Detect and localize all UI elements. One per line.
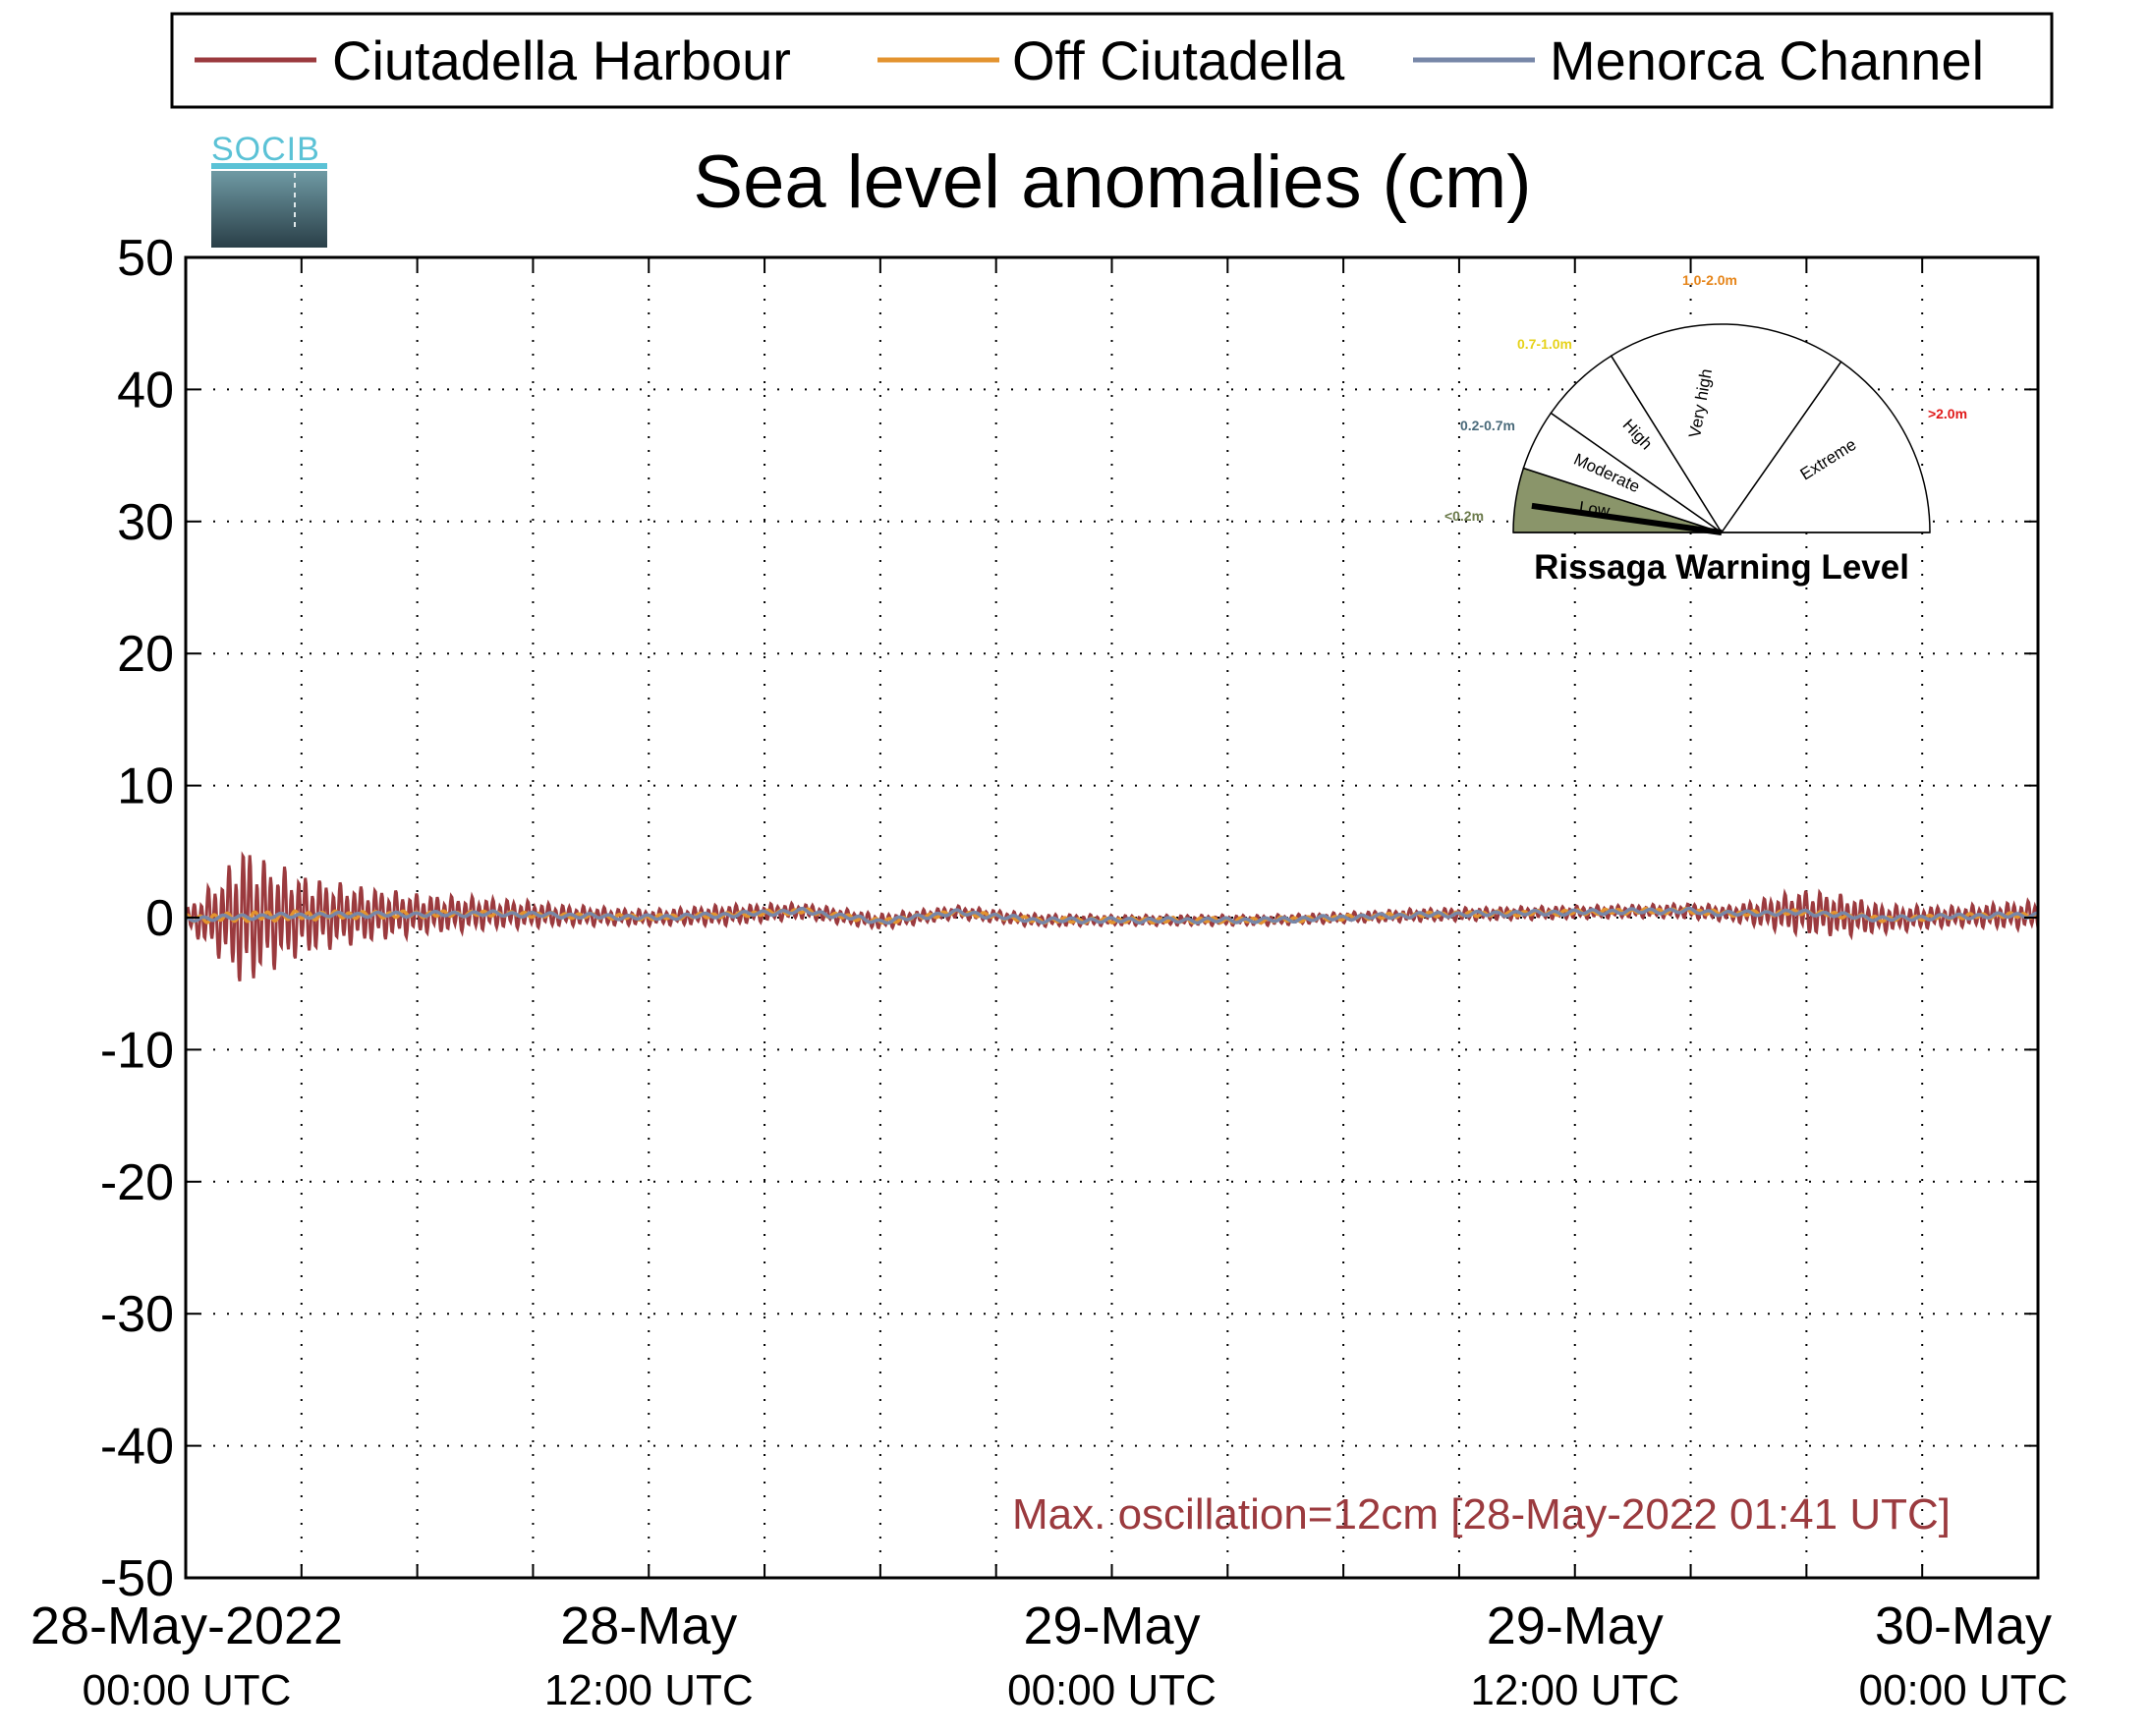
y-tick-label: 20 [117, 626, 174, 683]
socib-logo-wave [211, 163, 327, 169]
gauge-range-extreme: >2.0m [1928, 406, 1967, 421]
gauge-range-low: <0.2m [1444, 508, 1484, 524]
y-tick-label: 40 [117, 362, 174, 419]
socib-logo: SOCIB [211, 131, 327, 248]
socib-logo-text: SOCIB [211, 131, 320, 168]
x-tick-label: 29-May [1487, 1596, 1664, 1655]
y-tick-label: 30 [117, 494, 174, 551]
gauge-sector-very-high [1610, 323, 1842, 534]
legend-label-off-ciutadella: Off Ciutadella [1012, 29, 1345, 91]
x-tick-label: 28-May [560, 1596, 737, 1655]
y-tick-label: -30 [100, 1286, 174, 1343]
gauge-needle [1531, 502, 1723, 535]
series-line-ciutadella-harbour [184, 851, 2040, 981]
x-tick-label: 28-May-2022 [30, 1596, 343, 1655]
y-tick-label: 0 [145, 890, 174, 947]
y-axis-labels: 50 40 30 20 10 0 -10 -20 -30 -40 -50 [100, 230, 174, 1607]
series-group [184, 851, 2040, 981]
y-tick-label: -10 [100, 1022, 174, 1079]
gauge-title: Rissaga Warning Level [1534, 548, 1909, 587]
x-axis-labels: 28-May-2022 00:00 UTC 28-May 12:00 UTC 29-Ma… [30, 1596, 2067, 1714]
series-line-menorca-channel [185, 906, 2039, 925]
x-tick-sublabel: 00:00 UTC [1859, 1666, 2068, 1714]
legend-label-ciutadella-harbour: Ciutadella Harbour [332, 29, 791, 91]
gauge-range-moderate: 0.2-0.7m [1460, 418, 1515, 433]
x-tick-sublabel: 12:00 UTC [544, 1666, 754, 1714]
legend-box [170, 12, 2054, 109]
y-tick-label: 50 [117, 230, 174, 287]
x-tick-label: 29-May [1023, 1596, 1200, 1655]
gauge-sector-extreme [1720, 361, 1931, 533]
x-tick-label: 30-May [1875, 1596, 2052, 1655]
gauge-range-very-high: 1.0-2.0m [1682, 272, 1737, 288]
y-tick-label: -40 [100, 1419, 174, 1476]
chart-title: Sea level anomalies (cm) [693, 140, 1531, 224]
axis-ticks [185, 256, 2039, 1579]
y-tick-label: -20 [100, 1154, 174, 1211]
legend-label-menorca-channel: Menorca Channel [1550, 29, 1984, 91]
gauge-range-high: 0.7-1.0m [1517, 336, 1572, 352]
y-tick-label: -50 [100, 1550, 174, 1607]
socib-logo-block [211, 171, 327, 248]
x-tick-sublabel: 12:00 UTC [1470, 1666, 1679, 1714]
legend: Ciutadella Harbour Off Ciutadella Menorc… [170, 12, 2054, 109]
max-oscillation-annotation: Max. oscillation=12cm [28-May-2022 01:41… [1012, 1490, 1951, 1539]
y-tick-label: 10 [117, 758, 174, 815]
x-tick-sublabel: 00:00 UTC [83, 1666, 292, 1714]
x-tick-sublabel: 00:00 UTC [1007, 1666, 1216, 1714]
